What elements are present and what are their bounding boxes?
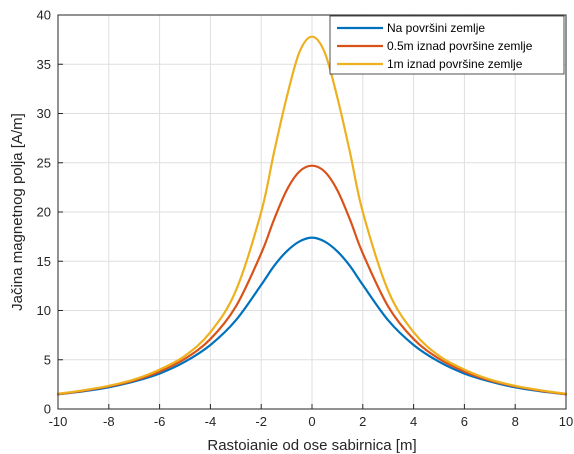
- x-tick-label-4: 4: [410, 414, 417, 429]
- x-tick-label-6: 6: [461, 414, 468, 429]
- y-tick-label-10: 10: [37, 303, 51, 318]
- x-tick-label-8: 8: [512, 414, 519, 429]
- legend: Na površini zemlje 0.5m iznad površine z…: [329, 15, 565, 75]
- y-tick-label-5: 5: [44, 352, 51, 367]
- y-tick-label-25: 25: [37, 155, 51, 170]
- y-tick-label-40: 40: [37, 8, 51, 23]
- y-tick-label-15: 15: [37, 254, 51, 269]
- series-layer: [56, 35, 568, 396]
- x-tick-label--2: -2: [255, 414, 267, 429]
- x-tick-label-0: 0: [308, 414, 315, 429]
- legend-label-0-5m-iznad-povrsine-zemlje: 0.5m iznad površine zemlje: [387, 39, 533, 53]
- ticks: [57, 14, 567, 410]
- y-axis-label: Jačina magnetnog polja [A/m]: [9, 113, 26, 311]
- y-tick-label-20: 20: [37, 205, 51, 220]
- x-axis-label: Rastoianie od ose sabirnica [m]: [207, 437, 416, 454]
- y-tick-label-30: 30: [37, 106, 51, 121]
- x-tick-label--4: -4: [205, 414, 217, 429]
- series-line-2: [56, 35, 568, 395]
- x-tick-label--8: -8: [103, 414, 115, 429]
- x-tick-label-2: 2: [359, 414, 366, 429]
- x-tick-label--10: -10: [49, 414, 68, 429]
- y-tick-label-35: 35: [37, 57, 51, 72]
- x-tick-label-10: 10: [559, 414, 573, 429]
- series-line-1: [56, 164, 568, 396]
- series-line-0: [56, 236, 568, 396]
- tick-labels: -10 -8 -6 -4 -2 0 2 4 6 8 10 0 5 10 15 20 25 30 35 40: [37, 8, 574, 430]
- y-tick-label-0: 0: [44, 402, 51, 417]
- legend-label-1m-iznad-povrsine-zemlje: 1m iznad površine zemlje: [387, 57, 523, 71]
- x-tick-label--6: -6: [154, 414, 166, 429]
- legend-label-na-povrsini-zemlje: Na površini zemlje: [387, 21, 485, 35]
